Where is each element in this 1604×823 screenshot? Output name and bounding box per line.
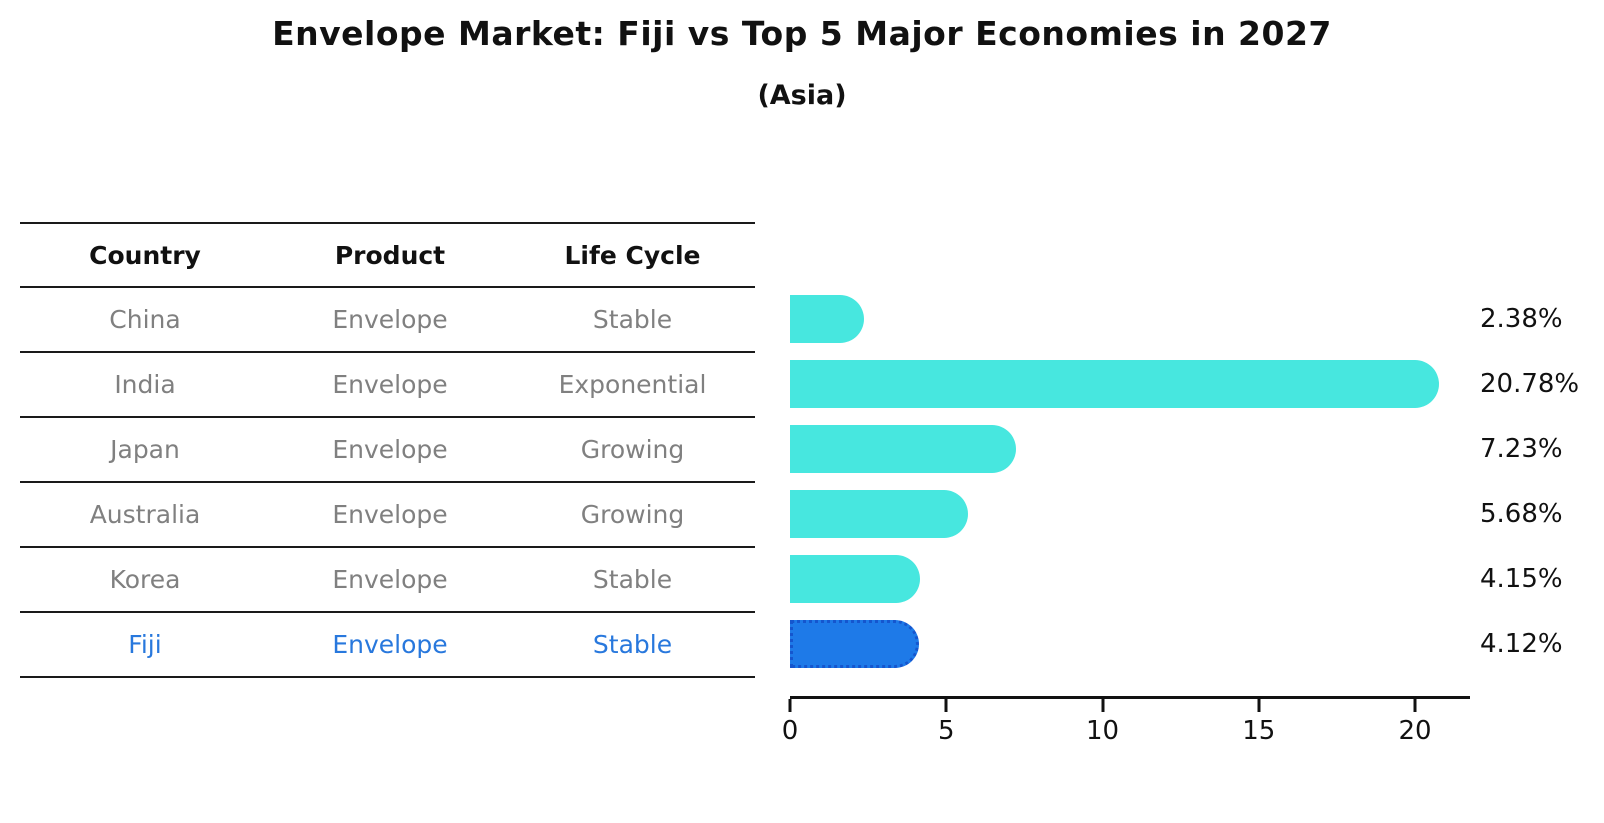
bar-value-label: 20.78% — [1480, 368, 1580, 399]
bar-china — [790, 294, 865, 343]
product-cell: Envelope — [332, 500, 448, 529]
x-axis-tick-label: 0 — [781, 716, 799, 746]
product-cell: Envelope — [332, 370, 448, 399]
table-row: Japan Envelope Growing — [20, 416, 755, 481]
bar-row — [790, 481, 1470, 546]
chart-title: Envelope Market: Fiji vs Top 5 Major Eco… — [272, 14, 1332, 53]
x-axis-tick — [1101, 699, 1104, 712]
bar-india — [790, 359, 1440, 408]
table-row: India Envelope Exponential — [20, 351, 755, 416]
x-axis-tick-label: 5 — [937, 716, 955, 746]
bar-row — [790, 546, 1470, 611]
bar-row — [790, 351, 1470, 416]
bar-value-label: 2.38% — [1480, 303, 1563, 334]
bar-value-label: 7.23% — [1480, 433, 1563, 464]
bar-value-label: 5.68% — [1480, 498, 1563, 529]
x-axis-tick — [1257, 699, 1261, 712]
bar-australia — [790, 489, 968, 538]
bar-japan — [790, 424, 1016, 473]
table-row-highlight-fiji: Fiji Envelope Stable — [20, 611, 755, 676]
product-cell: Envelope — [332, 435, 448, 464]
bar-row — [790, 286, 1470, 351]
x-axis-tick — [1413, 699, 1417, 712]
country-cell: Japan — [110, 435, 180, 464]
bar-value-label: 4.15% — [1480, 563, 1563, 594]
table-row: Korea Envelope Stable — [20, 546, 755, 611]
country-cell: China — [109, 305, 181, 334]
country-cell: Fiji — [128, 630, 162, 659]
table-header: Country Product Life Cycle — [20, 222, 755, 286]
country-cell: Korea — [109, 565, 181, 594]
column-header-country: Country — [89, 240, 201, 270]
lifecycle-cell: Stable — [592, 305, 673, 334]
lifecycle-cell: Growing — [580, 500, 685, 529]
product-cell: Envelope — [332, 305, 448, 334]
x-axis-tick — [944, 699, 948, 712]
country-cell: India — [114, 370, 176, 399]
x-axis-tick-label: 15 — [1242, 716, 1276, 746]
table-row: China Envelope Stable — [20, 286, 755, 351]
column-header-lifecycle: Life Cycle — [564, 240, 701, 270]
product-cell: Envelope — [332, 630, 448, 659]
bar-korea — [790, 554, 920, 603]
lifecycle-cell: Exponential — [558, 370, 707, 399]
bar-row — [790, 416, 1470, 481]
x-axis-tick-label: 20 — [1398, 716, 1432, 746]
value-label-column: 2.38% 20.78% 7.23% 5.68% 4.15% 4.12% — [1480, 286, 1579, 676]
lifecycle-cell: Growing — [580, 435, 685, 464]
lifecycle-cell: Stable — [592, 630, 673, 659]
lifecycle-cell: Stable — [592, 565, 673, 594]
x-axis-tick — [788, 699, 792, 712]
table-row: Australia Envelope Growing — [20, 481, 755, 546]
chart-subtitle: (Asia) — [757, 80, 847, 111]
x-axis-tick-label: 10 — [1085, 716, 1120, 746]
x-axis-line — [790, 696, 1470, 699]
bar-row — [790, 611, 1470, 676]
bar-plot: 0 5 10 15 20 — [782, 286, 1470, 746]
product-cell: Envelope — [332, 565, 448, 594]
bar-value-label: 4.12% — [1480, 628, 1563, 659]
country-table: Country Product Life Cycle China Envelop… — [20, 222, 755, 678]
column-header-product: Product — [334, 240, 446, 270]
bar-fiji-highlight — [790, 619, 919, 668]
country-cell: Australia — [89, 500, 201, 529]
